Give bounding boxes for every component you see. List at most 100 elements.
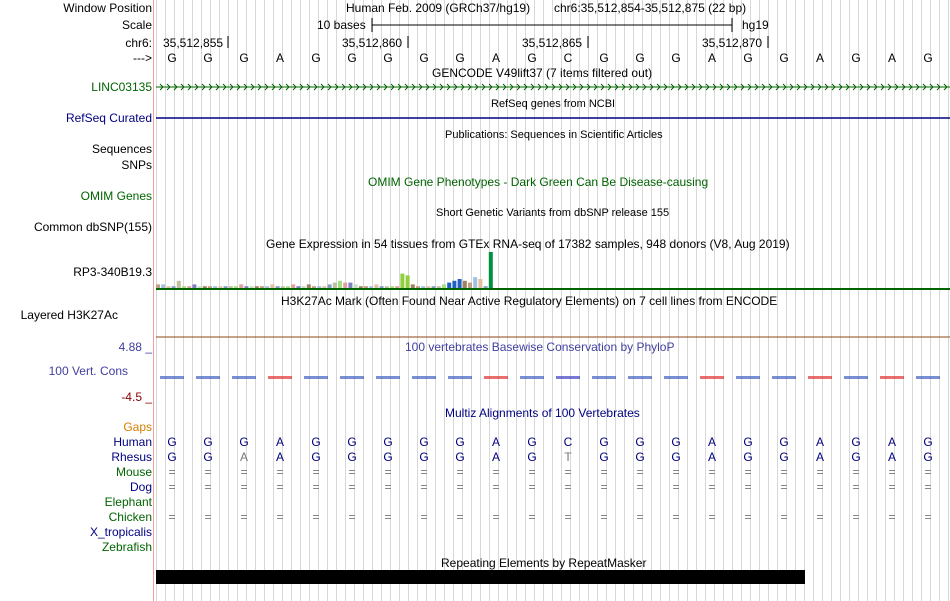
- track-label-linc03135[interactable]: LINC03135: [91, 80, 152, 94]
- strand-chevron: [383, 83, 388, 91]
- gtex-tissue-bar: [187, 286, 192, 288]
- alignment-base: =: [492, 510, 500, 524]
- gtex-tissue-bar: [374, 284, 379, 288]
- alignment-base: =: [672, 510, 680, 524]
- alignment-base: =: [600, 510, 608, 524]
- track-label-omim-genes[interactable]: OMIM Genes: [80, 189, 152, 203]
- strand-chevron: [180, 83, 185, 91]
- strand-chevron: [663, 83, 668, 91]
- species-label[interactable]: Zebrafish: [101, 540, 152, 554]
- species-label[interactable]: Dog: [129, 480, 152, 494]
- gtex-tissue-bar: [280, 286, 285, 288]
- strand-chevron: [929, 83, 934, 91]
- alignment-base: A: [887, 435, 896, 449]
- grid-line: [939, 0, 940, 601]
- alignment-base: =: [168, 480, 176, 494]
- gtex-tissue-bar: [228, 286, 233, 288]
- strand-chevron: [642, 83, 647, 91]
- strand-chevron: [943, 83, 948, 91]
- gtex-tissue-bar: [390, 286, 394, 288]
- alignment-base: =: [492, 465, 500, 479]
- grid-line: [417, 0, 418, 601]
- gtex-tissue-bar: [265, 286, 270, 288]
- track-title-gencode[interactable]: GENCODE V49lift37 (7 items filtered out): [432, 66, 653, 80]
- track-label-common-dbsnp[interactable]: Common dbSNP(155): [33, 220, 152, 234]
- grid-line: [372, 0, 373, 601]
- gtex-tissue-bar: [400, 273, 405, 288]
- species-label[interactable]: Rhesus: [111, 450, 152, 464]
- strand-chevron: [593, 83, 598, 91]
- strand-chevron: [306, 83, 311, 91]
- strand-chevron: [411, 83, 416, 91]
- grid-line: [462, 0, 463, 601]
- track-label-rp3-340b19[interactable]: RP3-340B19.3: [73, 265, 152, 279]
- species-label[interactable]: Elephant: [104, 495, 152, 509]
- grid-line: [282, 0, 283, 601]
- grid-line: [471, 0, 472, 601]
- alignment-base: =: [564, 480, 572, 494]
- strand-chevron: [607, 83, 612, 91]
- species-label[interactable]: X_tropicalis: [89, 525, 152, 539]
- strand-chevron: [838, 83, 843, 91]
- alignment-base: A: [815, 450, 824, 464]
- track-label-layered-h3k27ac[interactable]: Layered H3K27Ac: [20, 308, 118, 322]
- gtex-tissue-bar: [176, 280, 181, 288]
- strand-chevron: [873, 83, 878, 91]
- reference-base: G: [419, 51, 429, 65]
- alignment-base: G: [599, 450, 609, 464]
- grid-line: [831, 0, 832, 601]
- track-label-gaps[interactable]: Gaps: [123, 420, 152, 434]
- strand-chevron: [719, 83, 724, 91]
- track-title-multiz[interactable]: Multiz Alignments of 100 Vertebrates: [445, 406, 640, 420]
- strand-chevron: [460, 83, 465, 91]
- grid-line: [588, 0, 589, 601]
- strand-chevron: [551, 83, 556, 91]
- strand-chevron: [376, 83, 381, 91]
- alignment-base: G: [527, 435, 537, 449]
- species-label[interactable]: Human: [113, 435, 152, 449]
- grid-line: [561, 0, 562, 601]
- track-title-publications[interactable]: Publications: Sequences in Scientific Ar…: [445, 129, 663, 141]
- gtex-tissue-bar: [208, 286, 212, 288]
- base-grid: [156, 0, 950, 601]
- grid-line: [399, 0, 400, 601]
- track-title-phylop[interactable]: 100 vertebrates Basewise Conservation by…: [405, 340, 675, 354]
- gtex-tissue-bar: [192, 284, 197, 288]
- grid-line: [660, 0, 661, 601]
- species-label[interactable]: Chicken: [108, 510, 152, 524]
- repeatmasker-element: [156, 570, 805, 584]
- label-window-position: Window Position: [63, 1, 152, 15]
- track-title-refseq[interactable]: RefSeq genes from NCBI: [491, 98, 616, 110]
- strand-chevron: [229, 83, 234, 91]
- track-title-repeatmasker[interactable]: Repeating Elements by RepeatMasker: [441, 556, 647, 570]
- reference-base: G: [599, 51, 609, 65]
- alignment-base: =: [816, 480, 824, 494]
- strand-chevron: [635, 83, 640, 91]
- alignment-base: =: [240, 465, 248, 479]
- track-label-sequences[interactable]: Sequences: [91, 142, 152, 156]
- phylop-score-mark: [808, 376, 832, 379]
- alignment-base: =: [924, 465, 932, 479]
- track-label-100-vert-cons[interactable]: 100 Vert. Cons: [48, 364, 128, 378]
- grid-line: [444, 0, 445, 601]
- track-title-dbsnp[interactable]: Short Genetic Variants from dbSNP releas…: [436, 207, 670, 219]
- strand-chevron: [446, 83, 451, 91]
- track-label-refseq-curated[interactable]: RefSeq Curated: [65, 111, 152, 125]
- phylop-score-mark: [376, 376, 400, 379]
- grid-line: [615, 0, 616, 601]
- alignment-base: =: [924, 510, 932, 524]
- track-title-omim[interactable]: OMIM Gene Phenotypes - Dark Green Can Be…: [368, 175, 709, 189]
- species-label[interactable]: Mouse: [115, 465, 152, 479]
- grid-line: [219, 0, 220, 601]
- track-label-snps[interactable]: SNPs: [121, 158, 152, 172]
- track-title-h3k27ac[interactable]: H3K27Ac Mark (Often Found Near Active Re…: [281, 294, 778, 308]
- alignment-base: A: [707, 450, 716, 464]
- alignment-base: =: [636, 510, 644, 524]
- strand-chevron: [768, 83, 773, 91]
- label-strand-arrow[interactable]: --->: [133, 51, 152, 65]
- strand-chevron: [915, 83, 920, 91]
- reference-base: A: [887, 51, 896, 65]
- gencode-strand-chevrons: [159, 83, 948, 91]
- alignment-base: G: [635, 435, 645, 449]
- track-title-gtex[interactable]: Gene Expression in 54 tissues from GTEx …: [266, 237, 790, 251]
